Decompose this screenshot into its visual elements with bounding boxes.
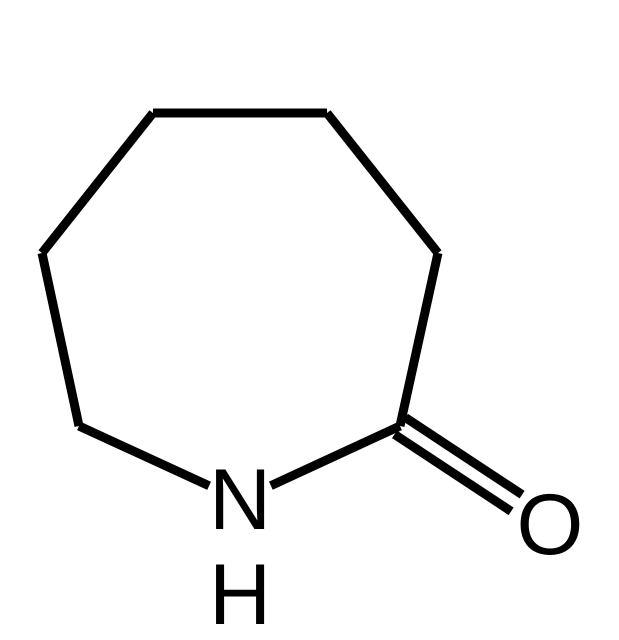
bond-single: [79, 426, 209, 486]
bond-single: [271, 426, 400, 486]
bond-single: [400, 253, 438, 426]
bond-single: [42, 113, 153, 253]
bond-single: [42, 253, 79, 426]
bond-single: [327, 113, 438, 253]
atom-label-n: N: [209, 452, 271, 548]
atom-label-o: O: [517, 477, 584, 573]
molecule-diagram: NOH: [0, 0, 619, 640]
atom-label-h: H: [209, 547, 271, 640]
